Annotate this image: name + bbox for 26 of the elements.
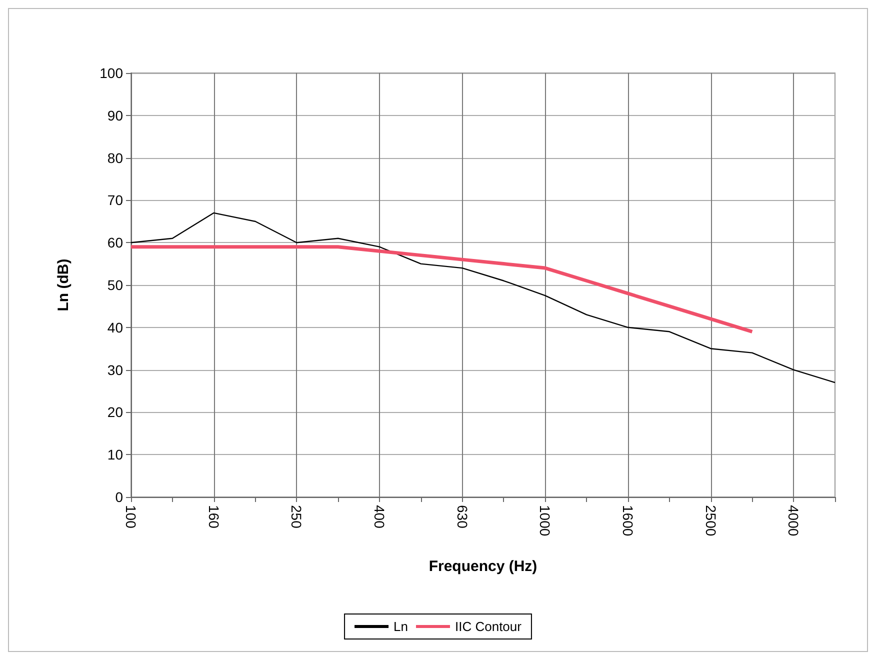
y-tick-label: 70 [107,192,124,208]
x-tick-label: 400 [371,505,388,529]
x-tick-label: 160 [206,505,222,529]
y-tick-label: 0 [115,489,124,505]
y-tick-label: 30 [107,362,124,378]
legend-label: IIC Contour [454,619,522,634]
x-tick-label: 630 [454,505,470,529]
y-axis-title: Ln (dB) [55,258,72,312]
y-tick-label: 80 [107,150,124,166]
y-tick-label: 60 [107,234,124,251]
x-tick-label: 1600 [620,505,636,536]
legend-label: Ln [394,619,408,634]
x-tick-label: 4000 [786,505,802,536]
x-tick-label: 100 [123,505,139,529]
y-tick-label: 20 [107,404,124,420]
y-tick-label: 90 [107,107,124,124]
y-tick-label: 10 [107,446,124,463]
x-axis-title: Frequency (Hz) [428,558,538,575]
line-series [129,245,754,334]
y-tick-label: 50 [107,277,124,293]
x-tick-label: 250 [288,505,305,529]
y-tick-label: 100 [100,65,124,81]
x-tick-label: 1000 [537,505,554,536]
y-tick-label: 40 [107,319,124,336]
x-tick-label: 2500 [702,505,719,536]
line-series [130,212,836,384]
